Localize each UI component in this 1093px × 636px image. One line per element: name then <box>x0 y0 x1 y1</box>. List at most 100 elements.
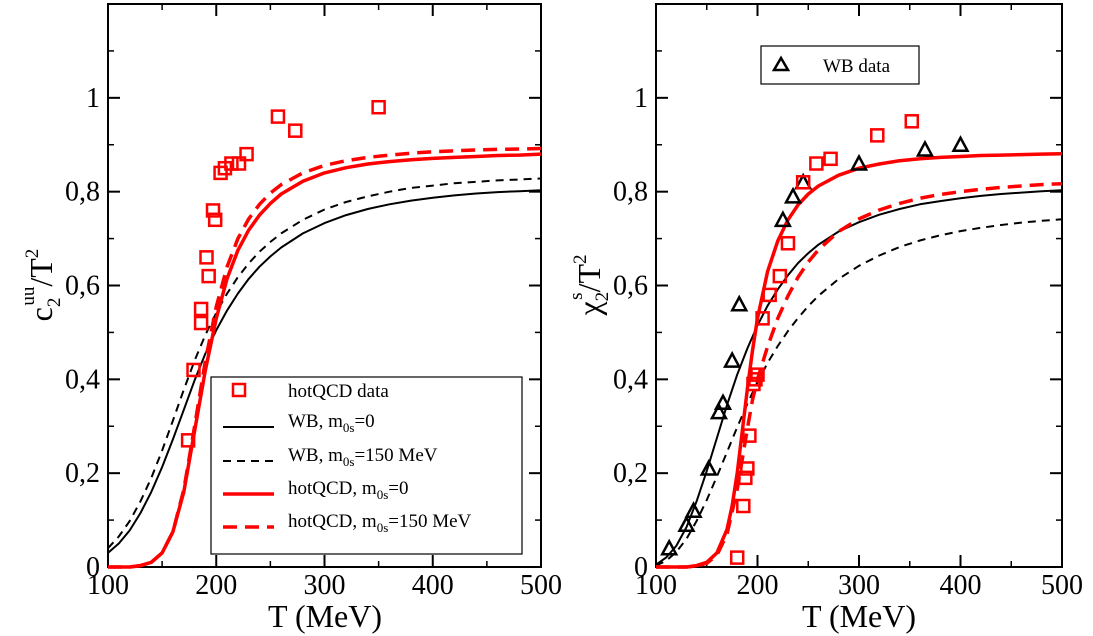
right-hotqcd-data-point <box>772 268 788 284</box>
right-wb-data-point <box>723 350 742 368</box>
left-y-axis-title: c2uu/T2 <box>18 249 65 322</box>
left-series-lines <box>107 146 542 569</box>
legend-key-red-squares <box>231 382 247 398</box>
left-y-tick-label: 0,8 <box>65 177 100 208</box>
left-legend-box <box>210 376 523 555</box>
right-wb-data-point <box>783 186 803 204</box>
left-series-black-solid <box>107 189 542 554</box>
right-y-tick-label: 0,2 <box>613 458 648 489</box>
left-hotqcd-data-point <box>193 315 209 331</box>
svg-text:c2uu/T2: c2uu/T2 <box>18 249 65 322</box>
left-x-tick-label: 400 <box>412 570 454 601</box>
right-hotqcd-data-point <box>740 461 755 476</box>
right-wb-data-point <box>684 501 703 518</box>
right-tick-labels: 100 200 300 400 500 0 0,2 0,4 0,6 0,8 1 <box>613 83 1083 601</box>
right-hotqcd-data-point <box>809 156 824 171</box>
right-series-red-dashed <box>656 181 1063 569</box>
left-data-markers <box>180 99 386 448</box>
left-y-tick-label: 0,6 <box>65 271 100 302</box>
right-legend-box <box>760 45 920 85</box>
left-hotqcd-data-point <box>186 362 201 378</box>
left-y-tick-label: 0,2 <box>65 458 100 489</box>
right-x-tick-label: 200 <box>737 570 779 601</box>
right-wb-data-point <box>849 153 869 171</box>
right-hotqcd-data-point <box>870 128 885 143</box>
left-hotqcd-data-point <box>231 156 247 171</box>
legend-label-hotqcd-data: hotQCD data <box>288 381 389 402</box>
right-hotqcd-data-point <box>750 367 765 382</box>
legend-label-wb-data: WB data <box>823 56 891 77</box>
left-x-tick-label: 500 <box>520 570 562 601</box>
right-hotqcd-data-point <box>748 372 763 387</box>
right-hotqcd-data-point <box>746 376 761 392</box>
left-y-tick-label: 1 <box>86 83 100 114</box>
right-hotqcd-data-point <box>736 498 751 514</box>
right-data-markers <box>660 114 970 565</box>
right-wb-data-point <box>713 393 733 411</box>
right-series-black-solid <box>655 189 1063 566</box>
left-x-tick-label: 300 <box>304 570 346 601</box>
right-x-tick-label: 300 <box>838 570 880 601</box>
left-hotqcd-data-point <box>239 146 254 162</box>
svg-text:χ2s/T2: χ2s/T2 <box>566 254 613 316</box>
right-wb-data-point <box>915 139 935 157</box>
right-y-tick-label: 1 <box>634 83 648 114</box>
legend-label-wb-150: WB, m0s=150 MeV <box>288 445 438 469</box>
right-hotqcd-data-point <box>755 311 770 326</box>
legend-key-black-triangles <box>771 55 791 72</box>
right-wb-data-point <box>699 458 718 476</box>
left-y-title-main: c <box>23 307 59 321</box>
right-y-tick-label: 0,6 <box>613 271 648 302</box>
right-ticks <box>655 4 1063 568</box>
left-hotqcd-data-point <box>213 165 228 181</box>
right-wb-data-point <box>730 294 749 312</box>
left-y-tick-label: 0 <box>86 552 100 583</box>
left-x-axis-title: T (MeV) <box>268 598 382 634</box>
left-hotqcd-data-point <box>288 123 303 138</box>
right-hotqcd-data-point <box>823 151 838 167</box>
right-hotqcd-data-point <box>795 175 811 190</box>
right-x-tick-label: 100 <box>635 570 677 601</box>
right-wb-data-point <box>709 402 729 420</box>
left-hotqcd-data-point <box>193 301 209 317</box>
right-y-title-sup: s <box>566 292 587 299</box>
left-hotqcd-data-point <box>207 212 223 228</box>
left-y-title-tail-sup: 2 <box>22 249 43 259</box>
right-y-title-main: χ <box>571 301 607 317</box>
legend-label-hotqcd-0: hotQCD, m0s=0 <box>288 478 408 502</box>
right-y-tick-label: 0,8 <box>613 177 648 208</box>
left-hotqcd-data-point <box>224 156 239 171</box>
left-y-tick-label: 0,4 <box>65 364 100 395</box>
left-hotqcd-data-point <box>201 268 216 284</box>
left-y-title-sub: 2 <box>44 298 65 308</box>
right-y-axis-title: χ2s/T2 <box>566 254 613 316</box>
right-y-title-tail-sup: 2 <box>570 254 591 264</box>
left-hotqcd-data-point <box>199 250 214 265</box>
right-series-black-dashed <box>655 218 1063 567</box>
left-hotqcd-data-point <box>270 109 286 124</box>
left-series-black-dashed <box>107 177 542 549</box>
left-hotqcd-data-point <box>205 203 221 218</box>
left-legend: hotQCD data WB, m0s=0 WB, m0s=150 MeV ho… <box>210 376 523 555</box>
right-wb-data-point <box>660 538 679 556</box>
left-tick-labels: 100 200 300 400 500 0 0,2 0,4 0,6 0,8 1 <box>65 83 562 601</box>
legend-label-wb-0: WB, m0s=0 <box>288 411 375 435</box>
left-x-tick-label: 200 <box>195 570 237 601</box>
right-plot-frame <box>655 3 1063 568</box>
left-y-title-tail: /T <box>23 258 59 287</box>
legend-label-hotqcd-150: hotQCD, m0s=150 MeV <box>288 511 472 535</box>
right-y-title-sub: 2 <box>592 292 613 302</box>
right-wb-data-point <box>773 210 792 228</box>
right-wb-data-point <box>677 515 696 533</box>
left-hotqcd-data-point <box>371 99 386 115</box>
right-hotqcd-data-point <box>742 428 757 443</box>
right-x-tick-label: 400 <box>940 570 982 601</box>
right-hotqcd-data-point <box>904 114 920 129</box>
right-y-tick-label: 0,4 <box>613 364 648 395</box>
left-hotqcd-data-point <box>180 433 196 448</box>
right-series-lines <box>655 151 1063 569</box>
right-hotqcd-data-point <box>738 470 753 486</box>
